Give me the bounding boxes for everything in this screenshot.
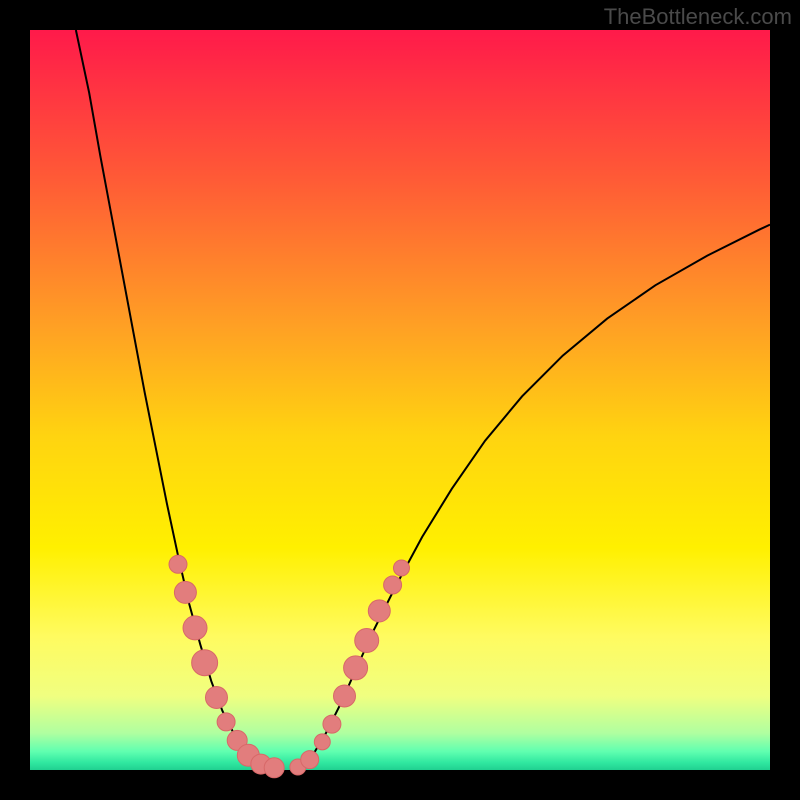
data-point — [355, 629, 379, 653]
data-point — [217, 713, 235, 731]
data-point — [368, 600, 390, 622]
plot-inner — [30, 30, 770, 770]
data-point — [192, 650, 218, 676]
data-point — [174, 581, 196, 603]
data-point — [264, 758, 284, 778]
data-point — [323, 715, 341, 733]
data-point — [183, 616, 207, 640]
plot-area — [30, 30, 770, 770]
gradient-background — [30, 30, 770, 770]
data-point — [205, 686, 227, 708]
data-point — [314, 734, 330, 750]
watermark-text: TheBottleneck.com — [604, 4, 792, 30]
data-point — [301, 751, 319, 769]
data-point — [169, 555, 187, 573]
data-point — [384, 576, 402, 594]
data-point — [334, 685, 356, 707]
data-point — [393, 560, 409, 576]
data-point — [344, 656, 368, 680]
chart-svg — [30, 30, 770, 770]
